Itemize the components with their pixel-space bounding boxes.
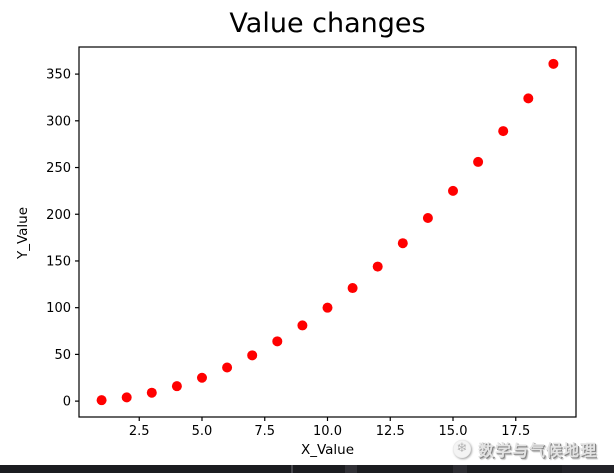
scatter-point [171,381,182,392]
x-tick-label: 2.5 [129,424,150,439]
scatter-point [322,302,333,313]
bottom-bar-segment [453,465,467,473]
bottom-bar-segment [345,465,357,473]
scatter-point [196,372,207,383]
scatter-point [247,350,258,361]
x-tick-label: 15.0 [439,424,468,439]
chart-title: Value changes [229,8,426,39]
scatter-point [372,261,383,272]
y-tick-label: 0 [63,395,71,410]
scatter-point [448,185,459,196]
scatter-point [397,238,408,249]
y-tick-label: 250 [46,161,71,176]
x-tick-label: 17.5 [501,424,530,439]
scatter-point [548,58,559,69]
y-tick-label: 300 [46,114,71,129]
x-tick-label: 7.5 [254,424,275,439]
bottom-bar-segment [291,465,293,473]
scatter-point [121,392,132,403]
x-tick-label: 12.5 [376,424,405,439]
scatter-point [297,320,308,331]
y-tick-label: 100 [46,301,71,316]
scatter-point [272,336,283,347]
scatter-point [523,93,534,104]
y-tick-label: 200 [46,208,71,223]
plot-area-spines [78,46,577,418]
bottom-bar-segment [562,465,614,473]
y-tick-label: 350 [46,68,71,83]
scatter-point [473,156,484,167]
y-tick-label: 50 [54,348,71,363]
x-tick-label: 5.0 [192,424,213,439]
scatter-point [96,395,107,406]
scatter-point [422,212,433,223]
scatter-point [222,362,233,373]
scatter-point [146,387,157,398]
x-tick-label: 10.0 [313,424,342,439]
scatter-point [498,126,509,137]
y-tick-label: 150 [46,255,71,270]
bottom-video-bar [0,465,614,473]
scatter-point [347,283,358,294]
x-axis-label: X_Value [300,442,355,458]
y-axis-label: Y_Value [15,206,31,260]
